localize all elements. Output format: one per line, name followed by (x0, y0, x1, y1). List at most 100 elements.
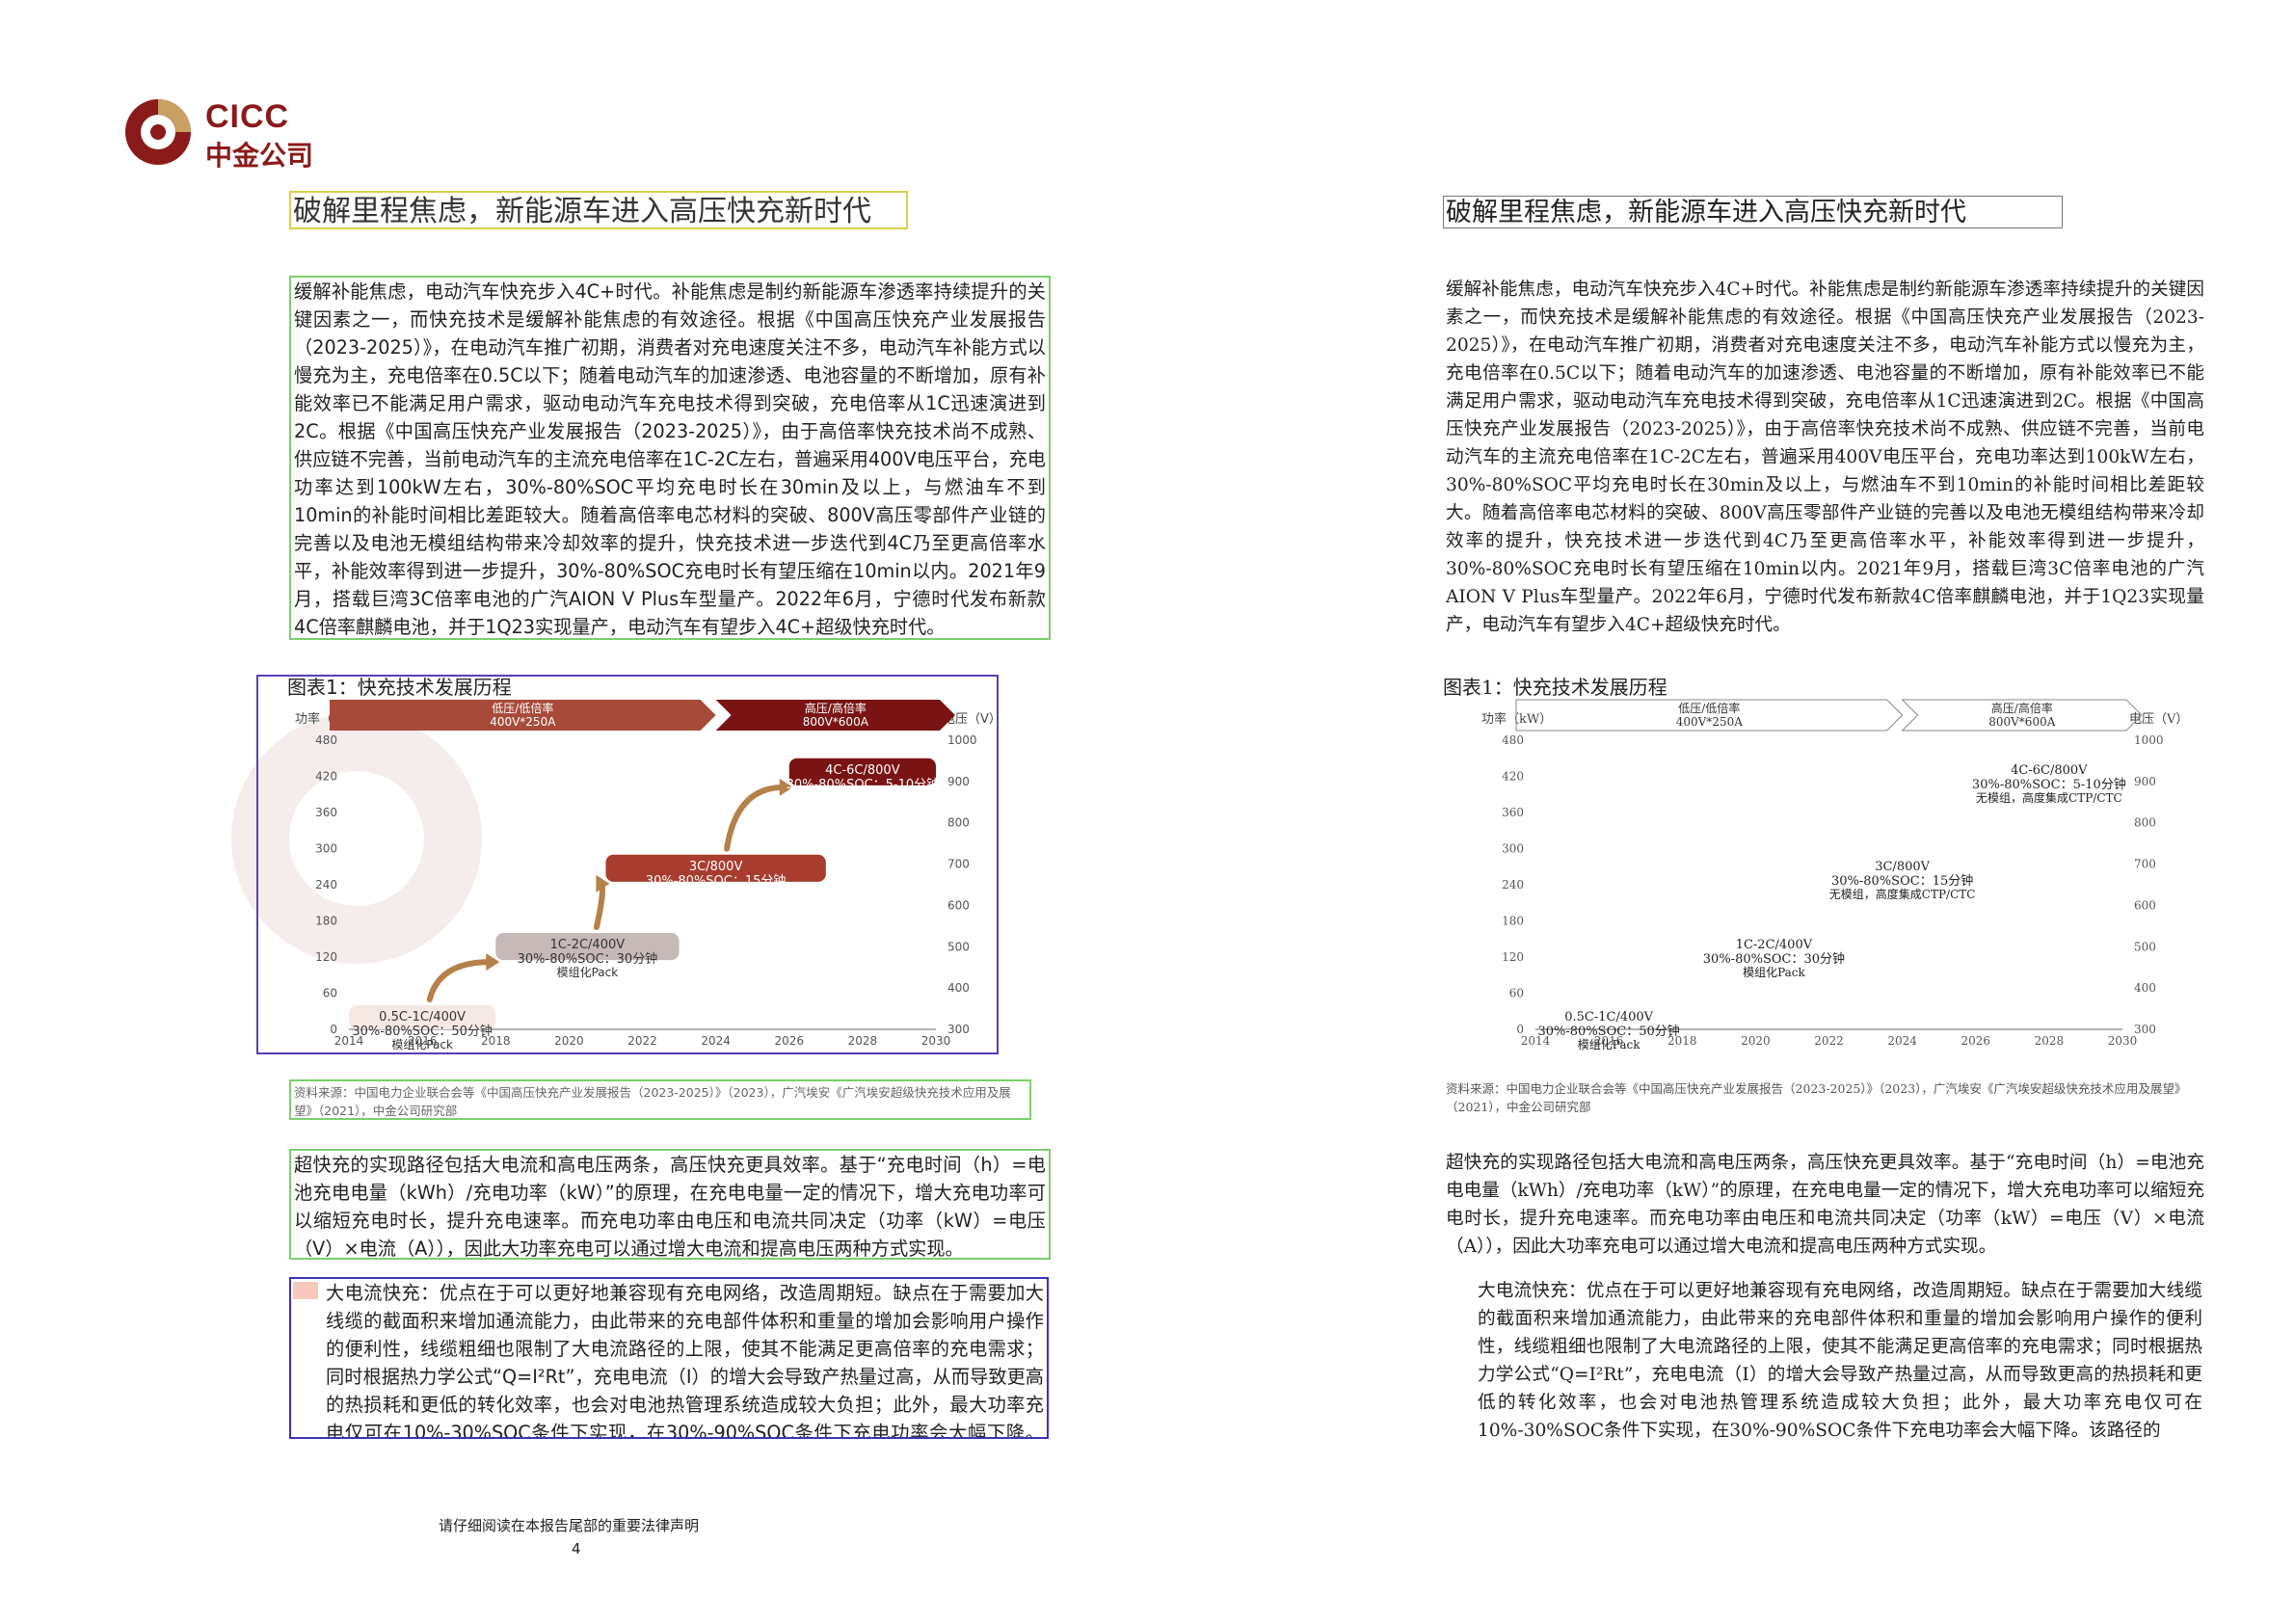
page-number: 4 (572, 1540, 581, 1557)
stage-tech-label: 模组化Pack (391, 1038, 453, 1052)
y-left-tick-label: 240 (315, 878, 337, 892)
paragraph-charging-anxiety-ocr: 缓解补能焦虑，电动汽车快充步入4C+时代。补能焦虑是制约新能源车渗透率持续提升的… (1446, 280, 2204, 635)
stage-time-label: 30%-80%SOC：30分钟 (518, 951, 658, 967)
page-title: 破解里程焦虑，新能源车进入高压快充新时代 (289, 191, 908, 229)
y-right-tick-label: 400 (947, 981, 970, 995)
y-right-tick-label: 300 (2134, 1023, 2156, 1036)
x-tick-label: 2030 (921, 1034, 951, 1048)
x-tick-label: 2018 (1667, 1034, 1697, 1048)
stage-rate-label: 0.5C-1C/400V (379, 1010, 466, 1025)
stage-tech-label: 模组化Pack (1743, 966, 1805, 979)
y-left-tick-label: 360 (1502, 806, 1524, 819)
y-left-tick-label: 360 (315, 806, 337, 819)
voltage-band-title: 高压/高倍率 (805, 701, 867, 715)
y-right-tick-label: 500 (2134, 940, 2156, 953)
y-right-tick-label: 300 (947, 1023, 970, 1036)
y-right-tick-label: 800 (2134, 816, 2156, 830)
stage-time-label: 30%-80%SOC：15分钟 (1831, 873, 1973, 889)
x-tick-label: 2022 (627, 1034, 657, 1048)
legal-disclaimer: 请仔细阅读在本报告尾部的重要法律声明 (439, 1517, 700, 1534)
voltage-band-spec: 800V*600A (803, 715, 869, 729)
y-left-tick-label: 0 (330, 1023, 337, 1036)
cicc-logo-icon (125, 99, 191, 165)
y-left-tick-label: 120 (315, 950, 337, 964)
x-tick-label: 2016 (1594, 1034, 1624, 1048)
paragraph-charging-paths-ocr: 超快充的实现路径包括大电流和高电压两条，高压快充更具效率。基于“充电时间（h）=… (1446, 1153, 2204, 1257)
stage-box (349, 1005, 496, 1029)
progression-arrow-head (596, 874, 610, 892)
y-left-tick-label: 420 (1502, 770, 1524, 784)
x-tick-label: 2028 (848, 1034, 878, 1048)
y-left-tick-label: 240 (1502, 878, 1524, 892)
voltage-band-arrow (715, 700, 955, 731)
stage-rate-label: 3C/800V (689, 860, 743, 874)
brand-name-cn: 中金公司 (205, 140, 314, 172)
stage-box (605, 854, 826, 882)
voltage-band-title: 低压/低倍率 (492, 701, 553, 715)
figure-label: 图表1：快充技术发展历程 (287, 676, 512, 699)
progression-arrow (426, 959, 493, 1002)
stage-tech-label: 无模组，高度集成CTP/CTC (645, 887, 786, 901)
y-right-tick-label: 1000 (2134, 733, 2164, 747)
voltage-band-arrow (1901, 699, 2143, 732)
y-left-axis-label: 功率（kW） (1481, 711, 1552, 727)
paragraph-charging-paths: 超快充的实现路径包括大电流和高电压两条，高压快充更具效率。基于“充电时间（h）=… (289, 1149, 1051, 1260)
y-right-tick-label: 700 (2134, 858, 2156, 871)
stage-time-label: 30%-80%SOC：5-10分钟 (1972, 777, 2126, 792)
stage-time-label: 30%-80%SOC：50分钟 (352, 1024, 493, 1039)
progression-arrow-head (779, 778, 793, 796)
y-right-tick-label: 1000 (947, 733, 977, 747)
fast-charging-timeline-chart-ocr: 功率（kW） 电压（V）48042036030024018012060010009… (1481, 699, 2188, 1052)
y-left-tick-label: 300 (1502, 842, 1524, 856)
paragraph-high-current: 大电流快充：优点在于可以更好地兼容现有充电网络，改造周期短。缺点在于需要加大线缆… (289, 1277, 1049, 1439)
y-left-tick-label: 420 (315, 770, 337, 784)
y-left-tick-label: 60 (323, 987, 337, 1000)
stage-rate-label: 1C-2C/400V (550, 938, 626, 952)
stage-tech-label: 模组化Pack (1578, 1038, 1640, 1052)
stage-time-label: 30%-80%SOC：30分钟 (1703, 951, 1845, 967)
x-tick-label: 2014 (1521, 1034, 1551, 1048)
x-tick-label: 2030 (2108, 1034, 2138, 1048)
voltage-band-title: 低压/低倍率 (1678, 701, 1740, 715)
voltage-band-arrow (330, 700, 716, 731)
stage-rate-label: 4C-6C/800V (825, 763, 900, 778)
y-left-tick-label: 480 (1502, 733, 1524, 747)
bullet-marker (293, 1282, 318, 1299)
y-right-axis-label: 电压（V） (2129, 712, 2188, 727)
y-right-tick-label: 700 (947, 858, 970, 871)
y-right-tick-label: 800 (947, 816, 970, 830)
brand-name-en: CICC (205, 98, 290, 135)
stage-box (495, 933, 680, 961)
y-right-tick-label: 600 (947, 898, 970, 912)
x-tick-label: 2028 (2035, 1034, 2065, 1048)
x-tick-label: 2026 (774, 1034, 804, 1048)
paragraph-charging-anxiety: 缓解补能焦虑，电动汽车快充步入4C+时代。补能焦虑是制约新能源车渗透率持续提升的… (289, 276, 1051, 640)
stage-rate-label: 3C/800V (1875, 860, 1930, 874)
stage-time-label: 30%-80%SOC：5-10分钟 (787, 777, 940, 792)
stage-time-label: 30%-80%SOC：50分钟 (1538, 1024, 1680, 1039)
figure-source-ocr: 资料来源：中国电力企业联合会等《中国高压快充产业发展报告（2023-2025）》… (1446, 1081, 2187, 1114)
figure-source: 资料来源：中国电力企业联合会等《中国高压快充产业发展报告（2023-2025）》… (289, 1079, 1031, 1120)
y-left-tick-label: 180 (315, 915, 337, 928)
y-left-tick-label: 300 (315, 842, 337, 856)
y-left-tick-label: 180 (1502, 915, 1524, 928)
x-tick-label: 2024 (1887, 1034, 1917, 1048)
stage-tech-label: 无模组，高度集成CTP/CTC (1829, 887, 1976, 901)
x-tick-label: 2020 (554, 1034, 584, 1048)
brand-logo: CICC 中金公司 (122, 96, 325, 173)
x-tick-label: 2026 (1961, 1034, 1990, 1048)
y-right-tick-label: 900 (947, 775, 970, 788)
stage-tech-label: 模组化Pack (557, 966, 619, 979)
y-right-axis-label: 电压（V） (943, 712, 999, 727)
voltage-band-spec: 800V*600A (1988, 715, 2055, 729)
stage-rate-label: 1C-2C/400V (1736, 938, 1813, 952)
stage-box (788, 758, 936, 785)
y-right-tick-label: 600 (2134, 898, 2156, 912)
voltage-band-spec: 400V*250A (490, 715, 556, 729)
stage-tech-label: 无模组，高度集成CTP/CTC (792, 790, 933, 805)
y-right-tick-label: 500 (947, 940, 970, 953)
stage-time-label: 30%-80%SOC：15分钟 (646, 873, 787, 889)
voltage-band-title: 高压/高倍率 (1991, 701, 2053, 715)
x-tick-label: 2022 (1814, 1034, 1844, 1048)
voltage-band-spec: 400V*250A (1676, 715, 1743, 729)
